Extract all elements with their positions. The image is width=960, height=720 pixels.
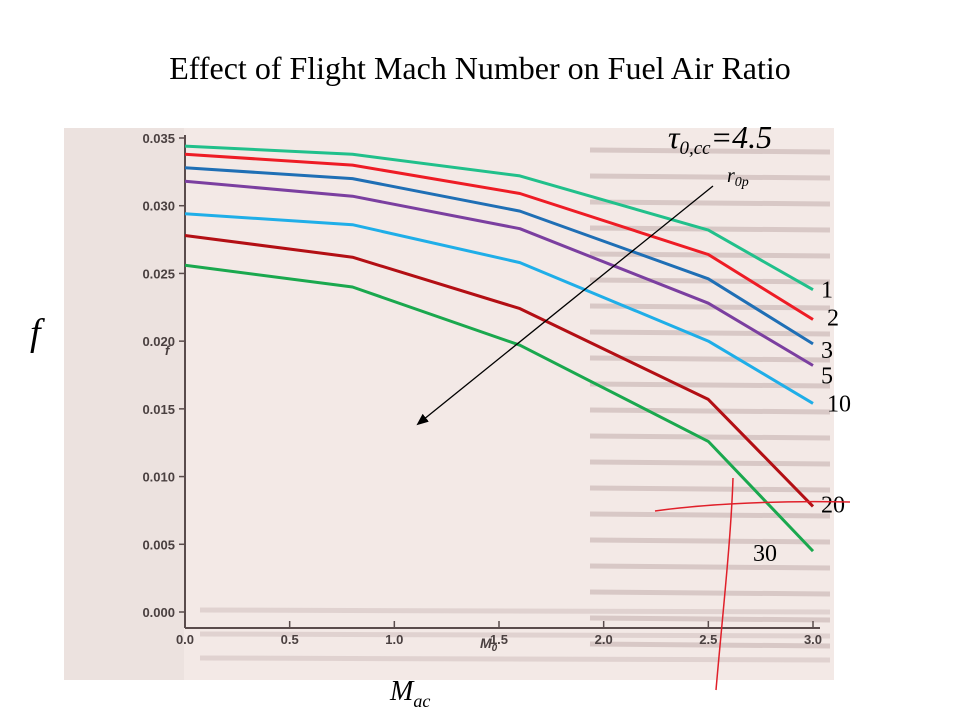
series-line-1 xyxy=(184,144,814,292)
r0p-direction-arrow xyxy=(416,185,714,426)
curve-label-30: 30 xyxy=(753,541,777,567)
scan-line xyxy=(589,485,831,493)
y-ticks: 0.000 0.005 0.010 0.015 0.020 0.025 0.030 0.035 xyxy=(142,131,185,620)
scan-left-shade xyxy=(64,128,184,680)
slide-title: Effect of Flight Mach Number on Fuel Air… xyxy=(169,50,791,86)
scan-line xyxy=(589,459,831,467)
x-tick-label: 0.5 xyxy=(281,632,299,647)
y-tick-label: 0.000 xyxy=(142,605,175,620)
scan-line xyxy=(589,589,831,597)
scan-line xyxy=(589,615,831,623)
arrow-label: r0p xyxy=(727,165,749,190)
x-tick-label: 1.5 xyxy=(490,632,508,647)
y-tick-label: 0.005 xyxy=(142,537,175,552)
series-line-30 xyxy=(184,263,815,553)
series-line-2 xyxy=(184,152,814,321)
y-tick-label: 0.015 xyxy=(142,402,175,417)
scan-line xyxy=(589,537,831,545)
scan-line xyxy=(589,511,831,519)
scan-line xyxy=(589,641,831,649)
inner-y-axis-label: f xyxy=(165,343,171,358)
curve-label-1: 1 xyxy=(821,278,833,304)
parameter-annotation: τ0,cc=4.5 xyxy=(668,119,772,159)
series-group xyxy=(184,144,815,553)
x-tick-label: 2.0 xyxy=(595,632,613,647)
series-line-5 xyxy=(184,179,814,367)
scan-line xyxy=(589,407,831,415)
scan-line xyxy=(589,329,831,337)
scan-line xyxy=(589,173,831,181)
y-tick-label: 0.035 xyxy=(142,131,175,146)
red-crosshair-vertical xyxy=(715,477,734,691)
scan-line xyxy=(199,607,831,615)
scan-line xyxy=(589,381,831,389)
scan-line xyxy=(589,355,831,363)
scan-line xyxy=(199,631,831,639)
series-line-10 xyxy=(184,212,814,405)
scan-line xyxy=(589,433,831,441)
x-tick-label: 0.0 xyxy=(176,632,194,647)
y-tick-label: 0.030 xyxy=(142,199,175,214)
y-tick-label: 0.020 xyxy=(142,334,175,349)
curve-label-5: 5 xyxy=(821,364,833,390)
y-axis-label: f xyxy=(30,312,45,354)
scan-line xyxy=(589,199,831,207)
x-tick-label: 2.5 xyxy=(699,632,717,647)
y-tick-label: 0.025 xyxy=(142,266,175,281)
series-line-3 xyxy=(184,166,814,346)
curve-label-3: 3 xyxy=(821,338,833,364)
scan-background xyxy=(64,128,834,680)
scan-line xyxy=(199,655,831,663)
curve-label-2: 2 xyxy=(827,305,839,331)
inner-x-axis-label: M0 xyxy=(480,635,498,654)
scan-line xyxy=(589,563,831,571)
curve-label-20: 20 xyxy=(821,492,845,518)
y-tick-label: 0.010 xyxy=(142,470,175,485)
scan-line xyxy=(589,147,831,155)
x-tick-label: 3.0 xyxy=(804,632,822,647)
curve-label-10: 10 xyxy=(827,391,851,417)
x-tick-label: 1.0 xyxy=(385,632,403,647)
x-ticks: 0.0 0.5 1.0 1.5 2.0 2.5 3.0 xyxy=(176,621,822,647)
series-line-20 xyxy=(184,234,815,508)
x-axis-label: Mac xyxy=(389,676,430,711)
scan-line xyxy=(589,303,831,311)
